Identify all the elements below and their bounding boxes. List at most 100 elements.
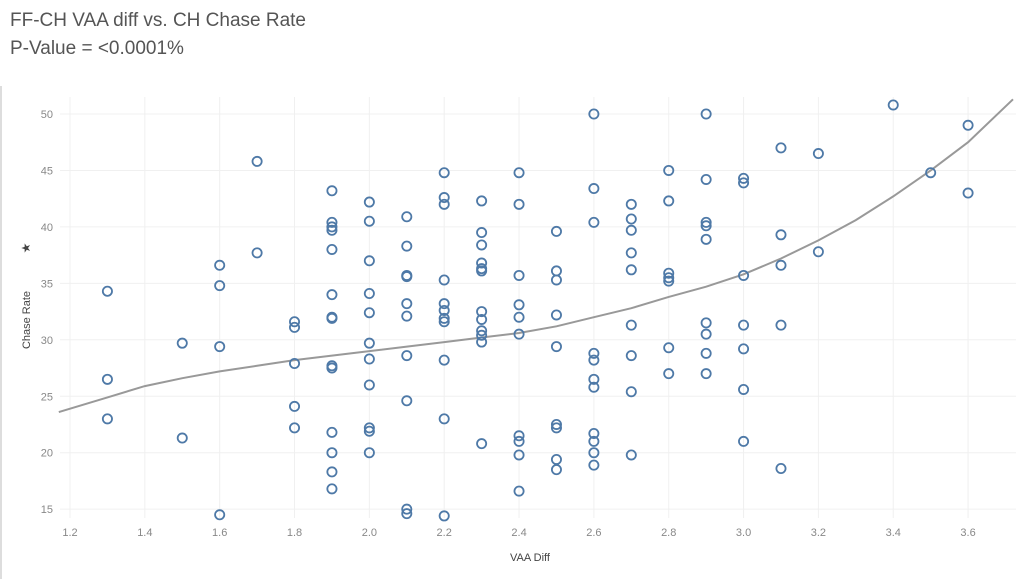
data-point[interactable] xyxy=(363,379,375,391)
data-point[interactable] xyxy=(588,108,600,120)
data-point[interactable] xyxy=(663,267,675,279)
data-point[interactable] xyxy=(476,227,488,239)
data-point[interactable] xyxy=(214,341,226,353)
data-point[interactable] xyxy=(438,274,450,286)
data-point[interactable] xyxy=(625,213,637,225)
data-point[interactable] xyxy=(588,381,600,393)
data-point[interactable] xyxy=(550,418,562,430)
data-point[interactable] xyxy=(438,167,450,179)
data-point[interactable] xyxy=(326,426,338,438)
data-point[interactable] xyxy=(363,425,375,437)
data-point[interactable] xyxy=(476,265,488,277)
data-point[interactable] xyxy=(401,503,413,515)
data-point[interactable] xyxy=(700,233,712,245)
data-point[interactable] xyxy=(663,342,675,354)
data-point[interactable] xyxy=(700,328,712,340)
data-point[interactable] xyxy=(326,447,338,459)
data-point[interactable] xyxy=(588,435,600,447)
data-point[interactable] xyxy=(326,483,338,495)
data-point[interactable] xyxy=(476,313,488,325)
data-point[interactable] xyxy=(663,275,675,287)
data-point[interactable] xyxy=(663,272,675,284)
data-point[interactable] xyxy=(289,321,301,333)
data-point[interactable] xyxy=(738,177,750,189)
data-point[interactable] xyxy=(289,422,301,434)
data-point[interactable] xyxy=(214,280,226,292)
data-point[interactable] xyxy=(401,508,413,520)
data-point[interactable] xyxy=(101,285,113,297)
data-point[interactable] xyxy=(812,148,824,160)
data-point[interactable] xyxy=(588,428,600,440)
data-point[interactable] xyxy=(363,255,375,267)
data-point[interactable] xyxy=(588,183,600,195)
data-point[interactable] xyxy=(363,337,375,349)
data-point[interactable] xyxy=(476,239,488,251)
data-point[interactable] xyxy=(363,196,375,208)
data-point[interactable] xyxy=(363,215,375,227)
data-point[interactable] xyxy=(738,383,750,395)
data-point[interactable] xyxy=(513,299,525,311)
data-point[interactable] xyxy=(962,187,974,199)
data-point[interactable] xyxy=(588,216,600,228)
data-point[interactable] xyxy=(326,466,338,478)
data-point[interactable] xyxy=(401,310,413,322)
data-point[interactable] xyxy=(550,309,562,321)
data-point[interactable] xyxy=(550,274,562,286)
data-point[interactable] xyxy=(101,373,113,385)
data-point[interactable] xyxy=(962,119,974,131)
data-point[interactable] xyxy=(251,155,263,167)
data-point[interactable] xyxy=(775,229,787,241)
data-point[interactable] xyxy=(550,453,562,465)
data-point[interactable] xyxy=(476,257,488,269)
data-point[interactable] xyxy=(550,464,562,476)
data-point[interactable] xyxy=(363,447,375,459)
data-point[interactable] xyxy=(625,449,637,461)
data-point[interactable] xyxy=(326,362,338,374)
data-point[interactable] xyxy=(513,198,525,210)
data-point[interactable] xyxy=(438,304,450,316)
data-point[interactable] xyxy=(700,317,712,329)
data-point[interactable] xyxy=(289,316,301,328)
data-point[interactable] xyxy=(401,298,413,310)
data-point[interactable] xyxy=(625,198,637,210)
data-point[interactable] xyxy=(625,264,637,276)
data-point[interactable] xyxy=(625,224,637,236)
data-point[interactable] xyxy=(289,400,301,412)
data-point[interactable] xyxy=(101,413,113,425)
data-point[interactable] xyxy=(513,430,525,442)
data-point[interactable] xyxy=(438,312,450,324)
data-point[interactable] xyxy=(738,172,750,184)
data-point[interactable] xyxy=(700,108,712,120)
data-point[interactable] xyxy=(251,247,263,259)
data-point[interactable] xyxy=(738,319,750,331)
data-point[interactable] xyxy=(700,173,712,185)
data-point[interactable] xyxy=(588,347,600,359)
data-point[interactable] xyxy=(550,422,562,434)
data-point[interactable] xyxy=(550,225,562,237)
data-point[interactable] xyxy=(700,216,712,228)
data-point[interactable] xyxy=(588,354,600,366)
data-point[interactable] xyxy=(513,167,525,179)
data-point[interactable] xyxy=(476,336,488,348)
data-point[interactable] xyxy=(438,510,450,522)
data-point[interactable] xyxy=(588,373,600,385)
data-point[interactable] xyxy=(775,259,787,271)
data-point[interactable] xyxy=(401,240,413,252)
data-point[interactable] xyxy=(775,319,787,331)
data-point[interactable] xyxy=(326,224,338,236)
data-point[interactable] xyxy=(326,312,338,324)
data-point[interactable] xyxy=(738,435,750,447)
data-point[interactable] xyxy=(438,298,450,310)
data-point[interactable] xyxy=(663,195,675,207)
data-point[interactable] xyxy=(775,142,787,154)
data-point[interactable] xyxy=(363,422,375,434)
data-point[interactable] xyxy=(476,195,488,207)
data-point[interactable] xyxy=(438,192,450,204)
data-point[interactable] xyxy=(401,350,413,362)
data-point[interactable] xyxy=(326,216,338,228)
data-point[interactable] xyxy=(326,221,338,233)
data-point[interactable] xyxy=(625,247,637,259)
data-point[interactable] xyxy=(176,432,188,444)
data-point[interactable] xyxy=(214,509,226,521)
data-point[interactable] xyxy=(887,99,899,111)
